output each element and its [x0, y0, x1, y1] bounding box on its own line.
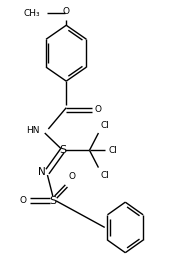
Text: S: S [59, 145, 66, 155]
Text: Cl: Cl [108, 146, 117, 155]
Text: CH₃: CH₃ [24, 9, 40, 18]
Text: Cl: Cl [100, 171, 109, 180]
Text: N: N [38, 167, 46, 177]
Text: O: O [69, 172, 76, 181]
Text: O: O [63, 7, 70, 16]
Text: HN: HN [26, 126, 39, 135]
Text: Cl: Cl [100, 120, 109, 130]
Text: O: O [95, 105, 102, 114]
Text: S: S [49, 196, 56, 206]
Text: O: O [19, 196, 26, 205]
